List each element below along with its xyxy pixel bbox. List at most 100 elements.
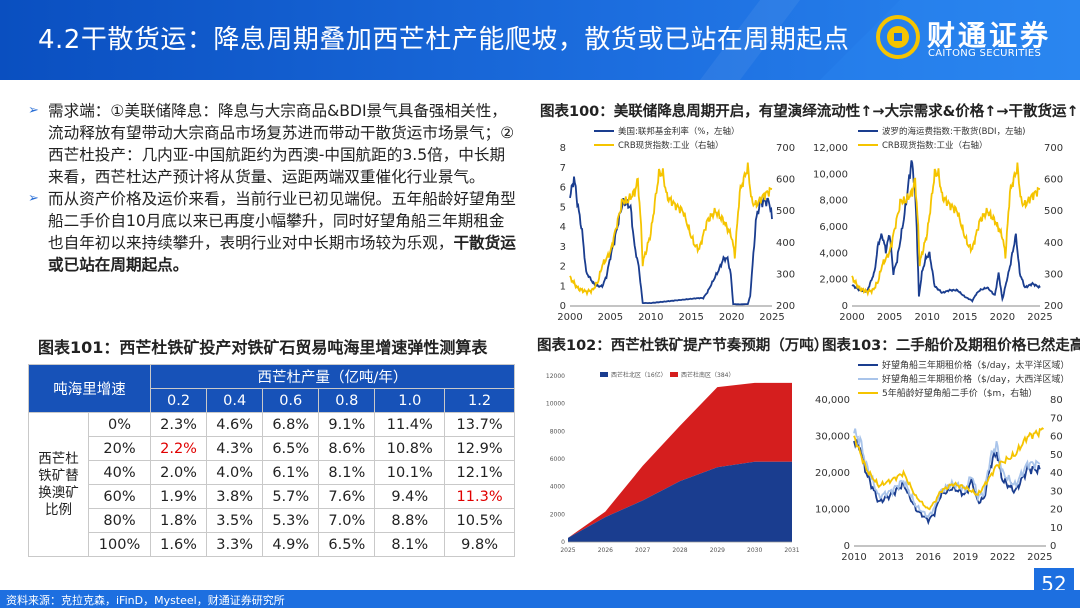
row-label: 40%	[88, 460, 151, 485]
table-cell: 7.6%	[318, 484, 376, 509]
y-tick-label: 12,000	[813, 143, 848, 154]
y2-tick-label: 60	[1050, 432, 1063, 443]
x-tick-label: 2026	[598, 547, 613, 554]
x-tick-label: 2016	[916, 552, 941, 563]
table-cell: 12.1%	[444, 460, 515, 485]
table-cell: 9.4%	[374, 484, 446, 509]
y-tick-label: 6000	[550, 456, 565, 463]
y2-tick-label: 300	[776, 269, 795, 280]
table-cell: 2.0%	[149, 460, 208, 485]
legend-label: 好望角船三年期租价格（$/day，太平洋区域）	[882, 359, 1069, 371]
col-header-5: 1.2	[444, 388, 515, 413]
x-tick-label: 2027	[635, 547, 650, 554]
y-tick-label: 6,000	[819, 222, 848, 233]
series-line-0	[851, 160, 1041, 304]
x-tick-label: 2010	[914, 312, 939, 323]
series-line-1	[853, 428, 1041, 518]
area-south	[568, 382, 792, 538]
x-tick-label: 2013	[878, 552, 903, 563]
table-cell: 13.7%	[444, 412, 515, 437]
bullet-marker-icon: ➢	[28, 191, 39, 206]
chart-100-bdi: 2000 2005 2010 2015 2020 2025 0 2,000 4,000 6,000…	[813, 126, 1063, 323]
col-header-1: 0.4	[206, 388, 264, 413]
y-tick-label: 20,000	[815, 468, 850, 479]
chart-100-title: 图表100：美联储降息周期开启，有望演绎流动性↑→大宗需求&价格↑→干散货运↑	[540, 104, 1079, 120]
x-tick-label: 2015	[952, 312, 977, 323]
row-label: 100%	[88, 532, 151, 557]
area-north	[568, 461, 792, 542]
table-cell: 11.3%	[444, 484, 515, 509]
x-tick-label: 2020	[990, 312, 1015, 323]
y-tick-label: 6	[560, 183, 566, 194]
series-line-1	[851, 162, 1041, 297]
y2-tick-label: 10	[1050, 523, 1063, 534]
y-tick-label: 4	[560, 222, 566, 233]
table-cell: 10.5%	[444, 508, 515, 533]
x-tick-label: 2025	[1027, 312, 1052, 323]
logo: 财通证券 CAITONG SECURITIES	[875, 14, 1065, 64]
legend-swatch	[670, 372, 678, 377]
y2-tick-label: 40	[1050, 468, 1063, 479]
table-cell: 3.3%	[206, 532, 264, 557]
table-cell: 11.4%	[374, 412, 446, 437]
y2-tick-label: 500	[776, 206, 795, 217]
y2-tick-label: 400	[776, 238, 795, 249]
row-label: 60%	[88, 484, 151, 509]
table-cell: 4.0%	[206, 460, 264, 485]
table-row: 60% 1.9% 3.8% 5.7% 7.6% 9.4% 11.3%	[29, 484, 515, 509]
chart-100-fed-rate: 2000 2005 2010 2015 2020 2025 0 1 2 3 4 5 6 7 8 200 300 4…	[557, 126, 795, 323]
table-row: 西芒杜铁矿替换澳矿比例 0% 2.3% 4.6% 6.8% 9.1% 11.4% 13.7%	[28, 412, 515, 557]
y2-tick-label: 200	[1044, 301, 1063, 312]
table-cell: 1.6%	[149, 532, 208, 557]
x-tick-label: 2025	[1027, 552, 1052, 563]
y-tick-label: 40,000	[815, 395, 850, 406]
table-cell: 1.9%	[149, 484, 208, 509]
table-cell: 10.8%	[374, 436, 446, 461]
y-tick-label: 2	[560, 262, 566, 273]
y-tick-label: 0	[561, 539, 565, 546]
source-note: 资料来源：克拉克森，iFinD，Mysteel，财通证券研究所	[6, 594, 285, 607]
y2-tick-label: 200	[776, 301, 795, 312]
logo-english: CAITONG SECURITIES	[928, 48, 1042, 59]
y2-tick-label: 50	[1050, 450, 1063, 461]
table-cell: 4.6%	[206, 412, 264, 437]
col-header-4: 1.0	[374, 388, 446, 413]
x-tick-label: 2025	[560, 547, 575, 554]
bullet-marker-icon: ➢	[28, 103, 39, 118]
col-header-2: 0.6	[262, 388, 320, 413]
legend-label: CRB现货指数:工业（右轴）	[882, 140, 988, 151]
series-line-0	[853, 435, 1041, 526]
legend-label: 5年船龄好望角船二手价（$m，右轴）	[882, 387, 1037, 399]
x-tick-label: 2028	[672, 547, 687, 554]
y-tick-label: 8	[560, 143, 566, 154]
table-cell: 9.8%	[444, 532, 515, 557]
x-tick-label: 2000	[557, 312, 582, 323]
y-tick-label: 12000	[546, 373, 565, 380]
y-tick-label: 2000	[550, 511, 565, 518]
y-tick-label: 4000	[550, 484, 565, 491]
table-cell: 9.1%	[318, 412, 376, 437]
row-group-label: 西芒杜铁矿替换澳矿比例	[28, 412, 89, 557]
legend-label: 好望角船三年期租价格（$/day，大西洋区域）	[882, 373, 1069, 385]
y2-tick-label: 80	[1050, 395, 1063, 406]
table-cell: 8.1%	[318, 460, 376, 485]
table-cell: 10.1%	[374, 460, 446, 485]
x-tick-label: 2022	[990, 552, 1015, 563]
x-tick-label: 2010	[841, 552, 866, 563]
series-line-0	[569, 176, 773, 306]
table-cell: 6.1%	[262, 460, 320, 485]
page-title: 4.2干散货运：降息周期叠加西芒杜产能爬坡，散货或已站在周期起点	[38, 25, 850, 55]
y2-tick-label: 300	[1044, 269, 1063, 280]
legend-label: CRB现货指数:工业（右轴）	[618, 140, 724, 151]
col-header-3: 0.8	[318, 388, 376, 413]
legend-label: 波罗的海运费指数:干散货(BDI，左轴)	[882, 126, 1025, 137]
table-cell: 5.3%	[262, 508, 320, 533]
bullet-list: ➢ 需求端：①美联储降息：降息与大宗商品&BDI景气具备强相关性，流动释放有望带…	[28, 100, 518, 276]
table-cell: 3.8%	[206, 484, 264, 509]
y-tick-label: 0	[842, 301, 848, 312]
chart-102-simandou-ramp: 2025 2026 2027 2028 2029 2030 2031 0 2000 4000 600…	[546, 371, 800, 554]
table-cell: 4.9%	[262, 532, 320, 557]
table-cell: 6.5%	[318, 532, 376, 557]
x-tick-label: 2000	[839, 312, 864, 323]
row-label: 0%	[88, 412, 151, 437]
